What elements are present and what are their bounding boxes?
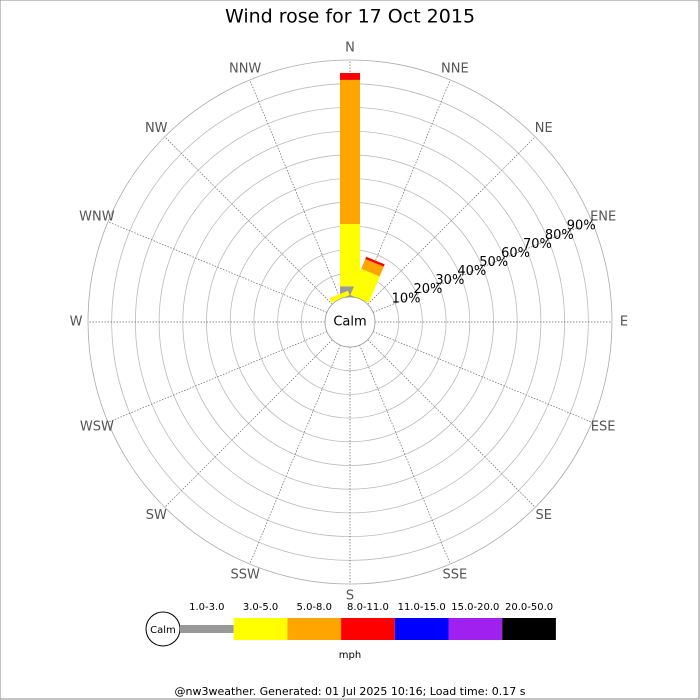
direction-label: NW: [145, 121, 168, 136]
direction-label: SW: [146, 508, 167, 523]
direction-label: W: [70, 315, 83, 330]
outer-circle: [87, 59, 613, 585]
spoke: [107, 221, 328, 313]
direction-label: ENE: [590, 210, 616, 225]
spoke: [164, 136, 333, 305]
direction-label: NE: [535, 121, 553, 136]
bar-segment: [350, 268, 380, 303]
unit-label: mph: [339, 650, 361, 661]
legend-swatch: [233, 618, 288, 640]
bar-segment: [361, 258, 384, 277]
bar-segment: [329, 290, 350, 303]
legend-swatch: [394, 618, 449, 640]
direction-label: NNW: [229, 61, 261, 76]
legend-swatch: [448, 618, 503, 640]
bar-segment: [340, 224, 360, 287]
bar-segment: [365, 256, 385, 267]
r-tick-label: 90%: [567, 219, 596, 234]
r-tick-label: 30%: [435, 273, 464, 288]
legend-swatch: [341, 618, 395, 640]
direction-bars: [329, 290, 350, 303]
spoke: [249, 344, 341, 565]
legend-label: 1.0-3.0: [189, 602, 224, 613]
spoke: [107, 331, 328, 423]
chart-title: Wind rose for 17 Oct 2015: [225, 6, 475, 28]
r-tick-label: 80%: [545, 228, 574, 243]
calm-label: Calm: [333, 315, 366, 330]
direction-label: SSE: [442, 568, 467, 583]
r-tick-label: 20%: [414, 282, 443, 297]
bar-segment: [340, 79, 360, 225]
bar-segment: [340, 73, 360, 80]
spoke: [372, 331, 593, 423]
legend-label: 5.0-8.0: [297, 602, 332, 613]
legend-label: 11.0-15.0: [398, 602, 446, 613]
direction-bars: [340, 73, 360, 297]
spoke: [359, 344, 451, 565]
legend-calm-label: Calm: [150, 625, 176, 636]
legend-swatch: [287, 618, 342, 640]
direction-label: SE: [536, 508, 552, 523]
spoke: [367, 339, 536, 508]
r-tick-label: 60%: [501, 246, 530, 261]
legend-swatch: [502, 618, 556, 640]
footer: @nw3weather. Generated: 01 Jul 2025 10:1…: [175, 685, 526, 698]
direction-label: NNE: [441, 61, 469, 76]
legend-label: 15.0-20.0: [451, 602, 499, 613]
r-tick-label: 70%: [523, 237, 552, 252]
r-tick-label: 40%: [457, 264, 486, 279]
spoke: [367, 136, 536, 305]
direction-bars: [350, 256, 385, 303]
direction-label: N: [345, 41, 355, 56]
direction-label: SSW: [230, 568, 260, 583]
calm-circle: [324, 296, 376, 348]
direction-label: E: [620, 315, 628, 330]
legend-label: 20.0-50.0: [505, 602, 553, 613]
legend-label: 3.0-5.0: [243, 602, 278, 613]
r-tick-label: 50%: [479, 255, 508, 270]
bar-segment: [340, 286, 360, 297]
legend-swatch: [180, 625, 234, 633]
r-tick-label: 10%: [392, 291, 421, 306]
spoke: [249, 79, 341, 300]
legend-label: 8.0-11.0: [347, 602, 389, 613]
direction-label: WNW: [79, 210, 115, 225]
direction-label: ESE: [591, 419, 616, 434]
direction-label: WSW: [80, 419, 114, 434]
spoke: [164, 339, 333, 508]
spoke: [372, 221, 593, 313]
direction-label: S: [346, 589, 354, 604]
